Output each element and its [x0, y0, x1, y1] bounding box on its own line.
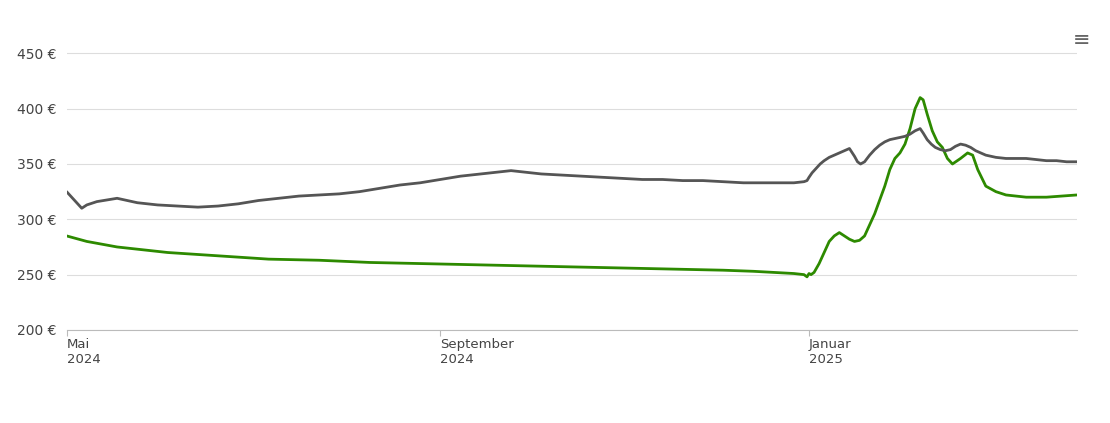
- Text: ≡: ≡: [1072, 30, 1090, 49]
